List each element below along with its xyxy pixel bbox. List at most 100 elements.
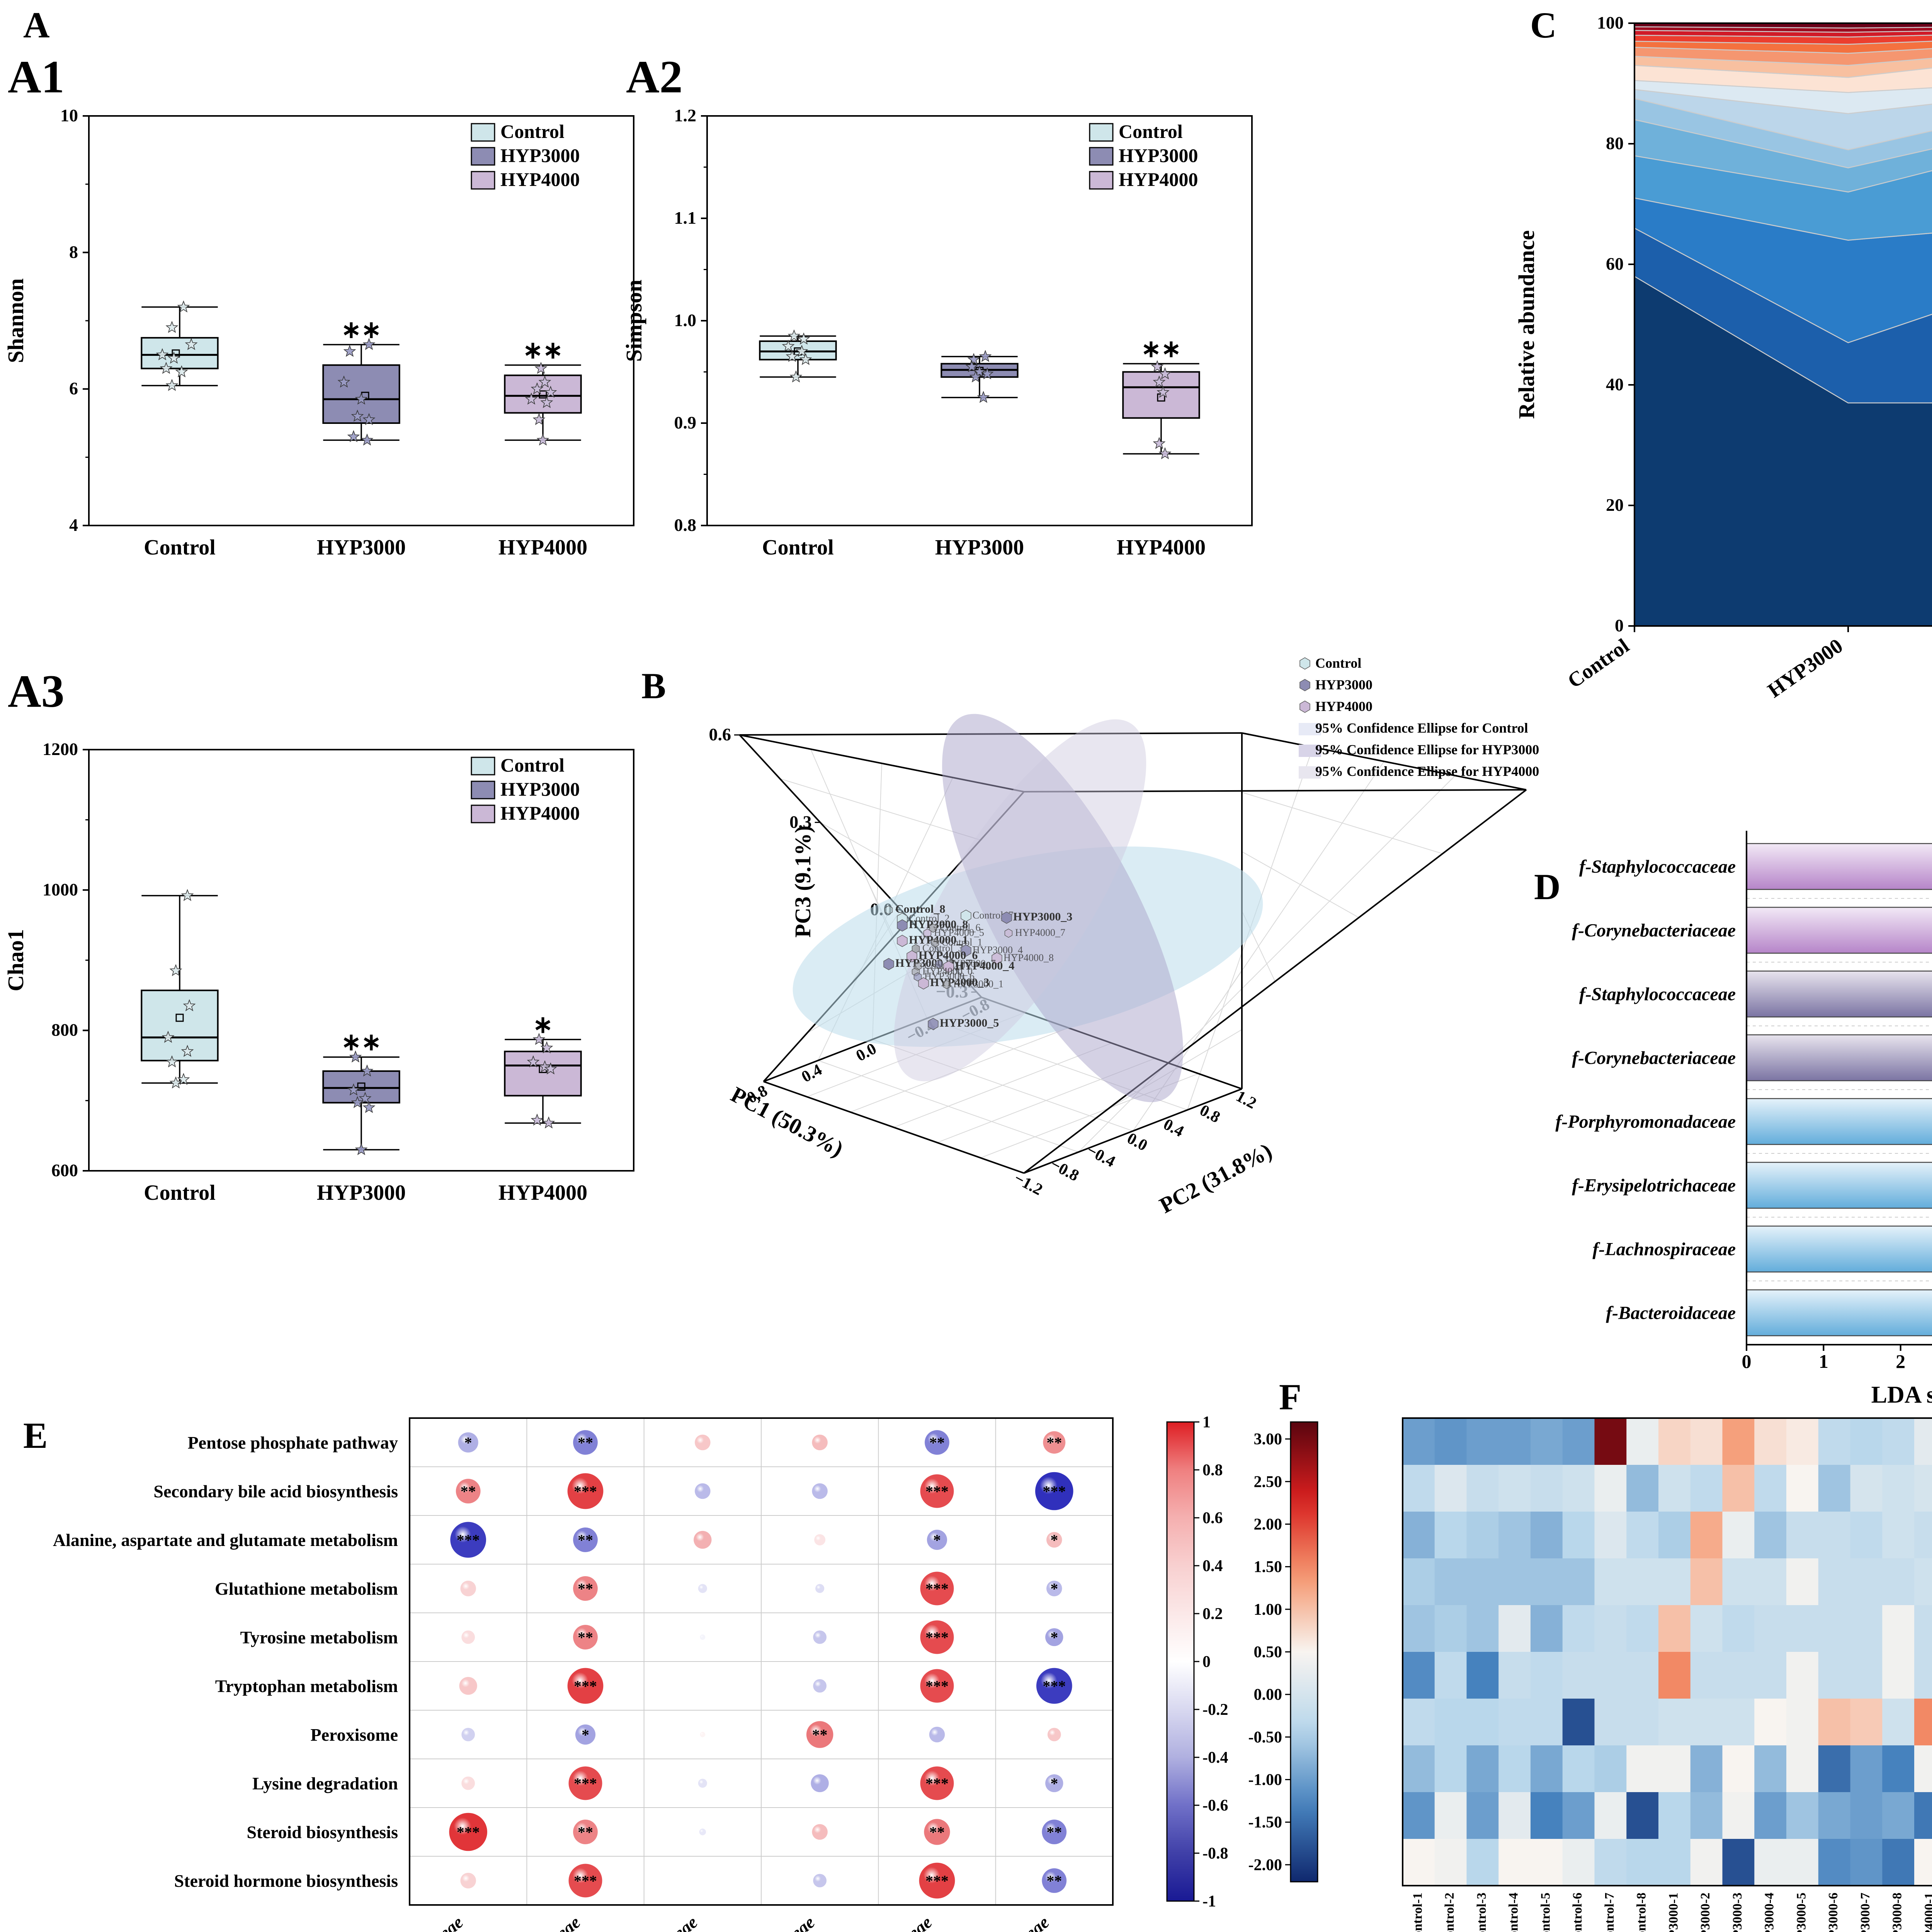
svg-text:100: 100	[1597, 13, 1624, 32]
svg-text:Control: Control	[1119, 121, 1183, 142]
svg-text:HYP4000: HYP4000	[500, 168, 580, 190]
svg-text:**: **	[578, 1823, 593, 1841]
svg-text:HYP3000_1: HYP3000_1	[953, 978, 1003, 990]
svg-text:Control: Control	[500, 754, 565, 776]
svg-text:Pentose phosphate pathway: Pentose phosphate pathway	[188, 1433, 398, 1452]
svg-text:−0.8: −0.8	[1048, 1155, 1082, 1185]
svg-text:40: 40	[1606, 374, 1624, 394]
svg-text:Peroxisome: Peroxisome	[310, 1725, 398, 1745]
svg-text:HYP3000-1: HYP3000-1	[1666, 1893, 1680, 1932]
svg-text:0.00: 0.00	[1254, 1686, 1282, 1704]
svg-text:HYP3000_5: HYP3000_5	[940, 1017, 999, 1029]
svg-text:0.0: 0.0	[853, 1040, 879, 1065]
svg-text:1: 1	[1202, 1413, 1211, 1431]
svg-text:**: **	[1046, 1823, 1062, 1841]
svg-text:*: *	[582, 1726, 589, 1743]
svg-text:Control: Control	[762, 536, 834, 560]
svg-text:***: ***	[574, 1872, 597, 1889]
svg-text:*: *	[1050, 1531, 1058, 1549]
svg-text:***: ***	[925, 1629, 949, 1646]
svg-text:0.50: 0.50	[1254, 1643, 1282, 1661]
svg-text:Steroid biosynthesis: Steroid biosynthesis	[247, 1822, 398, 1842]
svg-text:***: ***	[925, 1677, 949, 1695]
svg-text:Control-4: Control-4	[1507, 1893, 1521, 1932]
svg-text:Control-3: Control-3	[1475, 1893, 1489, 1932]
svg-text:Control: Control	[500, 121, 565, 142]
svg-text:HYP3000: HYP3000	[500, 145, 580, 166]
svg-text:***: ***	[574, 1775, 597, 1792]
svg-text:HYP3000_3: HYP3000_3	[1013, 910, 1072, 923]
svg-text:Control: Control	[144, 536, 216, 560]
svg-text:f_Lachnospiraceae: f_Lachnospiraceae	[581, 1912, 701, 1932]
svg-text:HYP3000: HYP3000	[1315, 677, 1372, 692]
svg-text:**: **	[929, 1823, 945, 1841]
svg-text:0.6: 0.6	[709, 724, 731, 744]
svg-text:f-Staphylococcaceae: f-Staphylococcaceae	[1579, 857, 1736, 877]
svg-text:0: 0	[1742, 1350, 1752, 1372]
svg-text:Tryptophan metabolism: Tryptophan metabolism	[215, 1676, 398, 1696]
svg-text:**: **	[1046, 1434, 1062, 1451]
svg-text:60: 60	[1606, 254, 1624, 274]
svg-text:6: 6	[69, 379, 78, 398]
svg-text:HYP3000: HYP3000	[1119, 145, 1198, 166]
svg-text:2: 2	[1896, 1350, 1905, 1372]
svg-text:HYP3000-2: HYP3000-2	[1698, 1893, 1713, 1932]
svg-text:Control-2: Control-2	[1442, 1893, 1457, 1932]
svg-text:4: 4	[69, 515, 78, 535]
svg-text:HYP3000-7: HYP3000-7	[1858, 1893, 1872, 1932]
svg-text:PC3 (9.1%): PC3 (9.1%)	[790, 826, 815, 938]
svg-text:Control-6: Control-6	[1570, 1893, 1585, 1932]
svg-text:1.00: 1.00	[1254, 1601, 1282, 1619]
svg-text:1.1: 1.1	[674, 208, 697, 228]
svg-text:0.8: 0.8	[1202, 1461, 1223, 1479]
svg-text:f_Erysipelotrichaceae: f_Erysipelotrichaceae	[332, 1912, 467, 1932]
svg-text:***: ***	[1043, 1677, 1066, 1695]
svg-text:HYP3000: HYP3000	[317, 536, 406, 560]
svg-text:***: ***	[925, 1580, 949, 1597]
svg-text:HYP3000-6: HYP3000-6	[1826, 1893, 1840, 1932]
svg-text:*: *	[464, 1434, 472, 1451]
svg-text:95% Confidence Ellipse for Con: 95% Confidence Ellipse for Control	[1315, 720, 1528, 736]
svg-text:0.2: 0.2	[1202, 1605, 1223, 1623]
svg-text:1: 1	[1819, 1350, 1828, 1372]
svg-text:f-Bacteroidaceae: f-Bacteroidaceae	[1606, 1303, 1736, 1323]
svg-text:***: ***	[1043, 1483, 1066, 1500]
svg-text:-0.4: -0.4	[1202, 1749, 1228, 1767]
svg-text:**: **	[578, 1629, 593, 1646]
svg-text:0: 0	[1202, 1653, 1211, 1671]
svg-text:0.4: 0.4	[1202, 1557, 1223, 1575]
svg-text:Control-8: Control-8	[1634, 1893, 1649, 1932]
svg-text:***: ***	[925, 1775, 949, 1792]
svg-text:HYP3000-5: HYP3000-5	[1794, 1893, 1808, 1932]
svg-text:Control: Control	[144, 1181, 216, 1205]
svg-text:Glutathione metabolism: Glutathione metabolism	[215, 1579, 398, 1599]
svg-text:10: 10	[60, 105, 78, 125]
svg-text:Relative abundance: Relative abundance	[1514, 230, 1539, 419]
svg-text:0: 0	[1615, 616, 1624, 635]
svg-text:Lysine degradation: Lysine degradation	[252, 1774, 398, 1793]
svg-text:1000: 1000	[43, 879, 78, 899]
svg-text:HYP3000: HYP3000	[935, 536, 1024, 560]
svg-text:Chao1: Chao1	[3, 929, 28, 991]
svg-text:f_Corynebacteriaceae: f_Corynebacteriaceae	[801, 1912, 936, 1932]
svg-text:8: 8	[69, 242, 78, 262]
svg-text:2.00: 2.00	[1254, 1515, 1282, 1533]
svg-text:***: ***	[925, 1872, 949, 1889]
svg-text:HYP3000-3: HYP3000-3	[1730, 1893, 1745, 1932]
svg-text:Alanine, aspartate and glutama: Alanine, aspartate and glutamate metabol…	[53, 1530, 398, 1550]
svg-text:**: **	[461, 1483, 476, 1500]
svg-text:**: **	[1046, 1872, 1062, 1889]
svg-text:HYP3000: HYP3000	[500, 778, 580, 800]
svg-text:f_Bacteroidaceae: f_Bacteroidaceae	[708, 1912, 818, 1932]
svg-text:0.9: 0.9	[674, 413, 697, 432]
svg-text:Secondary bile acid biosynthes: Secondary bile acid biosynthesis	[153, 1481, 398, 1501]
svg-text:Control-5: Control-5	[1538, 1893, 1553, 1932]
svg-text:***: ***	[574, 1483, 597, 1500]
svg-text:HYP4000: HYP4000	[1315, 699, 1372, 714]
svg-text:HYP4000: HYP4000	[500, 802, 580, 824]
svg-text:Steroid hormone biosynthesis: Steroid hormone biosynthesis	[174, 1871, 398, 1891]
svg-text:**: **	[578, 1580, 593, 1597]
svg-text:f-Staphylococcaceae: f-Staphylococcaceae	[1579, 984, 1736, 1005]
svg-text:1.0: 1.0	[674, 310, 697, 330]
svg-text:HYP3000: HYP3000	[317, 1181, 406, 1205]
